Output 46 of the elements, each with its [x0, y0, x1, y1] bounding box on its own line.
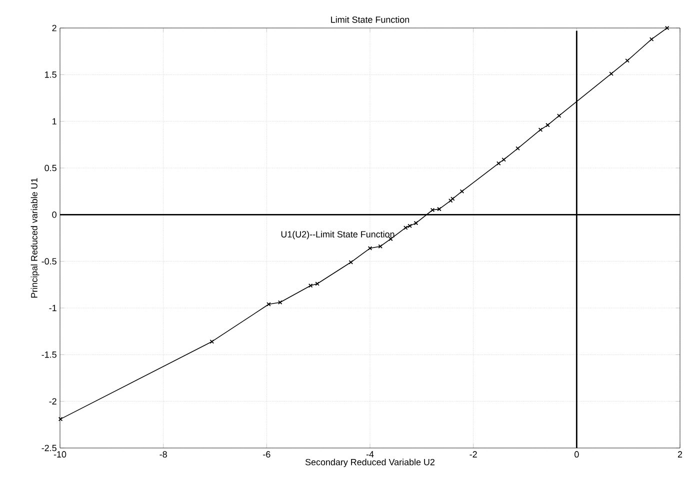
point — [625, 58, 630, 63]
point — [278, 300, 282, 305]
y-tick-label: -2 — [49, 398, 56, 404]
point — [315, 282, 320, 286]
point — [414, 220, 418, 226]
chart-title: Limit State Function — [331, 16, 410, 23]
point — [308, 283, 313, 288]
point — [430, 208, 435, 212]
y-tick-label: 0 — [52, 211, 56, 218]
point — [378, 244, 382, 249]
point — [502, 157, 506, 162]
point — [609, 72, 614, 76]
point — [404, 226, 408, 230]
y-tick-label: 1.5 — [45, 72, 56, 78]
point — [266, 302, 271, 306]
x-tick-label: -4 — [366, 451, 374, 458]
x-tick-label: -8 — [160, 451, 167, 458]
x-tick-label: 0 — [574, 451, 579, 458]
point — [556, 114, 562, 118]
point — [408, 224, 412, 228]
point — [546, 122, 550, 128]
point — [496, 161, 501, 166]
x-tick-label: -10 — [54, 451, 66, 458]
y-tick-label: -0.5 — [42, 258, 56, 265]
point — [348, 260, 354, 264]
y-tick-label: -2.5 — [42, 444, 56, 452]
point — [516, 146, 520, 151]
x-tick-label: -2 — [470, 451, 477, 458]
point — [460, 189, 464, 194]
x-axis-title: Secondary Reduced Variable U2 — [305, 458, 434, 468]
point — [450, 196, 455, 201]
y-axis-title: Principal Reduced variable U1 — [30, 178, 40, 298]
point — [210, 339, 214, 344]
y-tick-label: 2 — [52, 24, 56, 32]
point — [538, 128, 543, 132]
x-tick-label: -6 — [263, 451, 270, 458]
point — [437, 206, 442, 212]
x-tick-label: 2 — [678, 451, 682, 458]
point — [448, 198, 453, 203]
y-tick-label: 1 — [52, 118, 56, 124]
annotation: U1(U2)--Limit State Function — [281, 230, 394, 240]
point — [368, 246, 372, 250]
y-tick-label: -1 — [49, 304, 56, 312]
point — [649, 37, 654, 42]
y-tick-label: -1.5 — [42, 352, 56, 358]
y-tick-label: 0.5 — [44, 164, 56, 172]
